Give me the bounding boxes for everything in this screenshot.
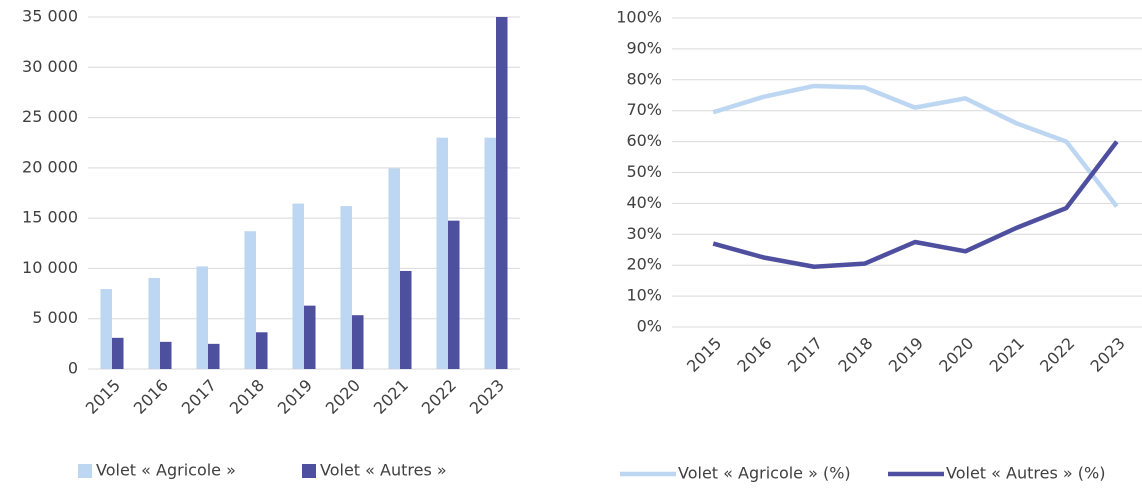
x-tick-label: 2022 — [1036, 334, 1078, 376]
legend-label: Volet « Autres » — [320, 461, 447, 480]
y-tick-label: 0% — [637, 317, 662, 336]
bar — [352, 315, 364, 369]
x-tick-label: 2015 — [683, 334, 725, 376]
bar — [292, 203, 304, 369]
x-tick-label: 2023 — [466, 376, 508, 418]
bar — [496, 17, 508, 369]
bar — [112, 337, 124, 369]
bar — [148, 277, 160, 369]
bar — [256, 332, 268, 369]
x-tick-label: 2022 — [418, 376, 460, 418]
bar — [436, 137, 448, 369]
x-tick-label: 2021 — [986, 334, 1028, 376]
legend-swatch — [302, 464, 316, 478]
y-tick-label: 100% — [616, 8, 662, 27]
bar — [160, 341, 172, 369]
y-tick-label: 5 000 — [32, 308, 78, 327]
y-tick-label: 60% — [626, 131, 662, 150]
x-tick-label: 2019 — [274, 376, 316, 418]
bar — [484, 137, 496, 369]
y-tick-label: 25 000 — [22, 107, 78, 126]
y-tick-label: 80% — [626, 69, 662, 88]
x-tick-label: 2018 — [834, 334, 876, 376]
bar — [208, 343, 220, 369]
y-tick-label: 10% — [626, 286, 662, 305]
y-tick-label: 50% — [626, 162, 662, 181]
line-series — [712, 83, 1119, 208]
legend-label: Volet « Agricole » (%) — [678, 464, 851, 483]
x-tick-label: 2017 — [178, 376, 220, 418]
x-tick-label: 2020 — [935, 334, 977, 376]
bar — [196, 266, 208, 369]
bar — [388, 168, 400, 369]
y-tick-label: 15 000 — [22, 208, 78, 227]
legend-label: Volet « Autres » (%) — [946, 464, 1105, 483]
y-tick-label: 0 — [68, 359, 78, 378]
x-tick-label: 2015 — [82, 376, 124, 418]
x-tick-label: 2020 — [322, 376, 364, 418]
y-tick-label: 70% — [626, 100, 662, 119]
y-tick-label: 10 000 — [22, 258, 78, 277]
y-tick-label: 20% — [626, 255, 662, 274]
line-series — [712, 140, 1119, 269]
bar — [304, 305, 316, 369]
x-tick-label: 2016 — [733, 334, 775, 376]
x-tick-label: 2021 — [370, 376, 412, 418]
x-tick-label: 2017 — [784, 334, 826, 376]
x-tick-label: 2016 — [130, 376, 172, 418]
y-tick-label: 20 000 — [22, 157, 78, 176]
bar — [244, 231, 256, 369]
bar — [100, 289, 112, 369]
x-tick-label: 2019 — [885, 334, 927, 376]
legend-label: Volet « Agricole » — [96, 461, 236, 480]
y-tick-label: 35 000 — [22, 7, 78, 26]
legend-swatch — [78, 464, 92, 478]
bar — [400, 270, 412, 369]
x-tick-label: 2018 — [226, 376, 268, 418]
y-tick-label: 30% — [626, 224, 662, 243]
y-tick-label: 30 000 — [22, 57, 78, 76]
bar — [448, 220, 460, 369]
y-tick-label: 90% — [626, 38, 662, 57]
y-tick-label: 40% — [626, 193, 662, 212]
bar — [340, 206, 352, 369]
x-tick-label: 2023 — [1087, 334, 1129, 376]
